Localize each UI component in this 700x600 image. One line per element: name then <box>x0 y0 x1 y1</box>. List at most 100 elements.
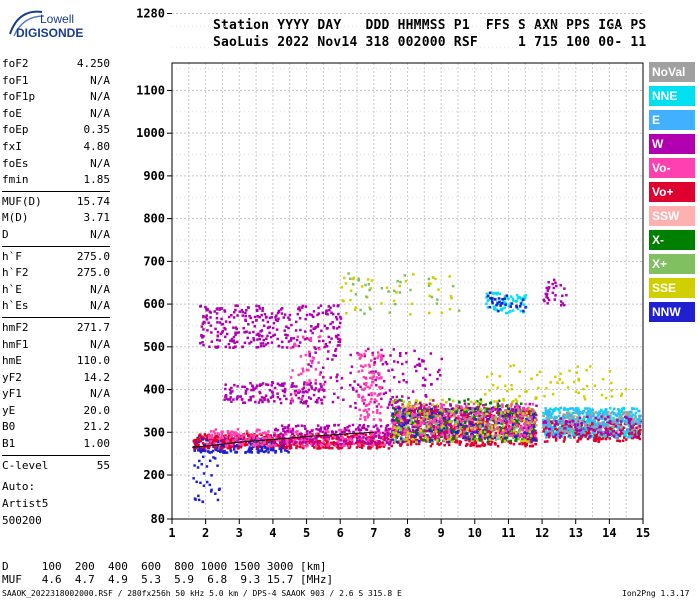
data-point <box>576 440 579 443</box>
data-point <box>547 430 550 434</box>
data-point <box>388 400 392 404</box>
data-point <box>448 438 451 441</box>
data-point <box>509 411 512 415</box>
data-point <box>622 430 626 433</box>
header-line-1: Station YYYY DAY DDD HHMMSS P1 FFS S AXN… <box>213 18 647 33</box>
data-point <box>370 430 374 433</box>
data-point <box>615 414 618 417</box>
data-point <box>464 416 468 420</box>
data-point <box>473 435 476 438</box>
data-point <box>370 384 373 387</box>
data-point <box>494 424 497 427</box>
data-point <box>320 398 323 401</box>
data-point <box>414 419 418 423</box>
data-point <box>431 435 434 438</box>
data-point <box>445 431 449 435</box>
data-point <box>571 419 575 423</box>
data-point <box>600 433 603 436</box>
data-point <box>526 416 530 420</box>
data-point <box>503 411 507 414</box>
data-point <box>481 431 485 434</box>
data-point <box>450 296 453 300</box>
data-point <box>300 398 303 401</box>
param-separator <box>2 190 110 192</box>
data-point <box>243 331 246 334</box>
data-point <box>530 412 533 416</box>
data-point <box>335 379 339 383</box>
data-point <box>277 344 281 348</box>
data-point <box>390 444 394 448</box>
data-point <box>598 436 601 440</box>
data-point <box>606 427 609 430</box>
data-point <box>367 437 370 441</box>
data-point <box>391 412 395 415</box>
data-point <box>433 421 437 425</box>
data-point <box>274 449 278 453</box>
data-point <box>413 422 417 426</box>
data-point <box>236 314 239 317</box>
data-point <box>581 412 585 415</box>
data-point <box>258 307 262 310</box>
data-point <box>349 383 352 387</box>
data-point <box>558 436 562 439</box>
data-point <box>252 330 255 334</box>
data-point <box>307 396 311 399</box>
data-point <box>377 442 380 445</box>
data-point <box>347 272 350 275</box>
data-point <box>214 327 217 331</box>
data-point <box>394 401 397 404</box>
data-point <box>532 439 535 442</box>
data-point <box>400 415 404 418</box>
param-row: C-level 55 <box>2 458 110 475</box>
data-point <box>512 411 516 414</box>
data-point <box>397 425 401 428</box>
data-point <box>571 407 574 410</box>
data-point <box>333 424 336 427</box>
data-point <box>426 436 429 439</box>
data-point <box>479 431 483 434</box>
data-point <box>205 318 209 321</box>
data-point <box>244 319 247 323</box>
data-point <box>241 385 244 389</box>
data-point <box>507 410 510 413</box>
data-point <box>208 434 211 437</box>
data-point <box>628 414 632 417</box>
data-point <box>428 402 432 405</box>
data-point <box>289 446 293 450</box>
data-point <box>542 422 546 425</box>
data-point <box>545 417 548 420</box>
data-point <box>508 405 511 408</box>
data-point <box>270 442 274 446</box>
data-point <box>279 383 282 387</box>
data-point <box>474 422 477 426</box>
data-point <box>330 311 333 314</box>
data-point <box>328 341 332 344</box>
data-point <box>209 316 212 319</box>
data-point <box>345 428 348 432</box>
data-point <box>418 433 422 436</box>
data-point <box>208 443 212 447</box>
data-point <box>349 437 353 440</box>
data-point <box>297 344 301 348</box>
data-point <box>625 438 628 441</box>
data-point <box>470 410 474 414</box>
data-point <box>259 342 263 345</box>
data-point <box>378 431 382 435</box>
data-point <box>429 352 433 355</box>
data-point <box>482 404 485 407</box>
data-point <box>496 426 499 430</box>
data-point <box>235 444 239 448</box>
data-point <box>605 422 609 426</box>
data-point <box>379 392 382 395</box>
data-point <box>637 419 641 423</box>
data-point <box>337 333 340 337</box>
data-point <box>443 407 447 411</box>
data-point <box>615 433 618 437</box>
data-point <box>280 442 283 446</box>
data-point <box>574 418 578 421</box>
data-point <box>507 420 511 423</box>
data-point <box>476 403 480 407</box>
data-point <box>247 448 251 451</box>
data-point <box>534 437 538 440</box>
data-point <box>364 408 367 412</box>
